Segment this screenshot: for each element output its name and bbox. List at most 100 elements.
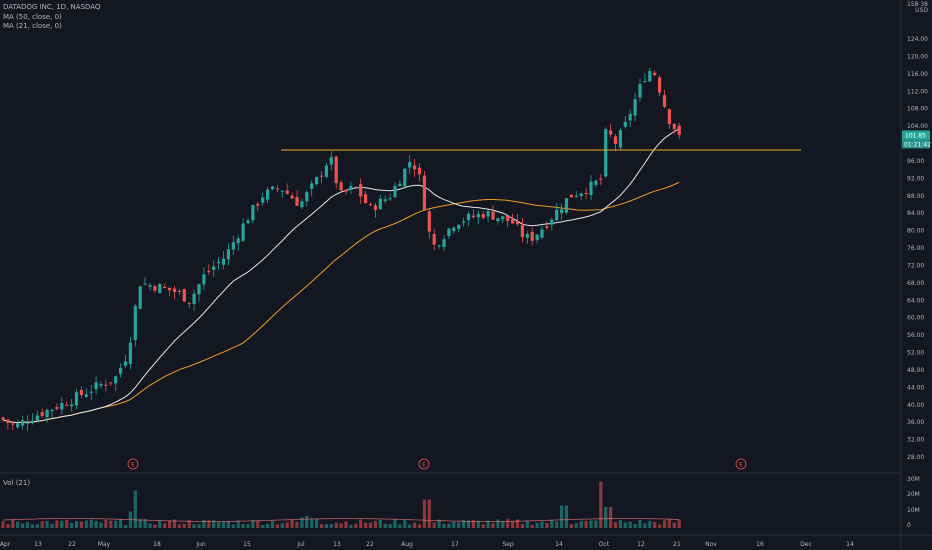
candle-body	[555, 209, 559, 221]
candle-body	[94, 382, 98, 390]
candle-body	[413, 165, 417, 170]
candle-body	[354, 186, 358, 188]
candle-body	[290, 195, 294, 199]
volume-bar	[417, 524, 422, 528]
volume-bar	[422, 499, 426, 528]
y-tick-label: 104.00	[907, 123, 928, 130]
currency-unit: USD	[915, 7, 928, 14]
volume-bar	[359, 519, 363, 528]
volume-bar	[119, 519, 123, 528]
candle-body	[560, 209, 564, 214]
candle-body	[447, 228, 451, 237]
volume-bar	[413, 522, 417, 528]
candle-body	[226, 249, 230, 260]
candle-body	[368, 204, 373, 206]
candle-body	[383, 199, 387, 202]
x-tick-label: 13	[333, 541, 341, 548]
volume-bar	[403, 520, 407, 528]
y-tick-label: 64.00	[907, 297, 924, 304]
volume-bar	[153, 524, 157, 528]
volume-bar	[506, 519, 510, 528]
candle-body	[1, 417, 5, 420]
candle-body	[550, 219, 554, 225]
ma21-legend[interactable]: MA (21, close, 0)	[3, 22, 62, 30]
candle-body	[65, 404, 69, 406]
y-tick-label: 68.00	[907, 280, 924, 287]
earnings-marker	[735, 458, 747, 470]
volume-bar	[643, 523, 647, 528]
volume-bar	[354, 523, 358, 528]
candle-body	[667, 109, 671, 124]
candle-body	[569, 194, 573, 198]
x-tick-label: 12	[637, 541, 645, 548]
candle-body	[207, 271, 211, 273]
volume-bar	[182, 523, 186, 528]
volume-bar	[300, 517, 304, 528]
volume-bar	[638, 519, 642, 528]
candle-body	[574, 195, 578, 197]
candle-body	[256, 203, 260, 206]
volume-bar	[648, 520, 652, 528]
x-tick-label: Nov	[705, 541, 717, 548]
candle-body	[491, 211, 495, 220]
volume-bar	[133, 490, 137, 528]
countdown-tag	[902, 139, 930, 149]
candle-body	[84, 394, 88, 397]
volume-bar	[633, 523, 637, 528]
symbol-legend[interactable]: DATADOG INC, 1D, NASDAQ	[3, 3, 101, 11]
volume-bar	[609, 507, 613, 528]
earnings-marker	[418, 458, 430, 470]
candle-body	[246, 220, 250, 224]
candle-body	[481, 213, 485, 218]
y-tick-label: 88.00	[907, 193, 924, 200]
candle-body	[432, 234, 436, 245]
currency-top: 158 38	[907, 1, 928, 8]
x-tick-label: 18	[153, 541, 161, 548]
candle-body	[662, 95, 667, 107]
volume-bar	[94, 520, 98, 528]
volume-bar	[55, 520, 59, 528]
candle-body	[638, 84, 642, 98]
volume-bar	[604, 507, 608, 528]
candle-body	[403, 168, 407, 187]
candle-body	[241, 223, 245, 241]
candle-body	[21, 420, 25, 426]
volume-bar	[535, 522, 539, 528]
candle-body	[158, 284, 162, 294]
ma21-line	[2, 128, 680, 424]
candle-body	[501, 216, 505, 220]
volume-bar	[574, 523, 578, 528]
volume-bar	[623, 522, 627, 528]
y-tick-label: 52.00	[907, 350, 924, 357]
volume-bar	[667, 519, 671, 528]
y-tick-label: 124.00	[907, 36, 928, 43]
volume-bar	[452, 521, 456, 528]
volume-bar	[613, 521, 618, 528]
volume-bar	[515, 519, 520, 528]
volume-bar	[530, 524, 534, 528]
candle-body	[437, 245, 441, 247]
volume-legend[interactable]: Vol (21)	[3, 479, 31, 487]
volume-bar	[40, 521, 44, 528]
volume-bar	[290, 519, 294, 528]
y-tick-label: 84.00	[907, 210, 924, 217]
volume-bar	[16, 521, 20, 528]
volume-bar	[560, 505, 564, 528]
volume-bar	[525, 520, 529, 528]
candle-body	[153, 286, 157, 291]
candle-body	[589, 181, 593, 196]
volume-bar	[25, 522, 30, 528]
volume-bar	[618, 520, 622, 528]
ma50-legend[interactable]: MA (50, close, 0)	[3, 13, 62, 21]
candle-body	[462, 221, 466, 223]
candle-body	[133, 305, 137, 340]
volume-bar	[207, 520, 211, 528]
volume-bar	[339, 523, 343, 528]
volume-bar	[285, 522, 289, 528]
x-tick-label: 22	[366, 541, 374, 548]
candle-body	[613, 136, 618, 145]
candle-body	[148, 285, 152, 287]
candle-body	[143, 283, 147, 285]
volume-bar	[579, 521, 583, 528]
